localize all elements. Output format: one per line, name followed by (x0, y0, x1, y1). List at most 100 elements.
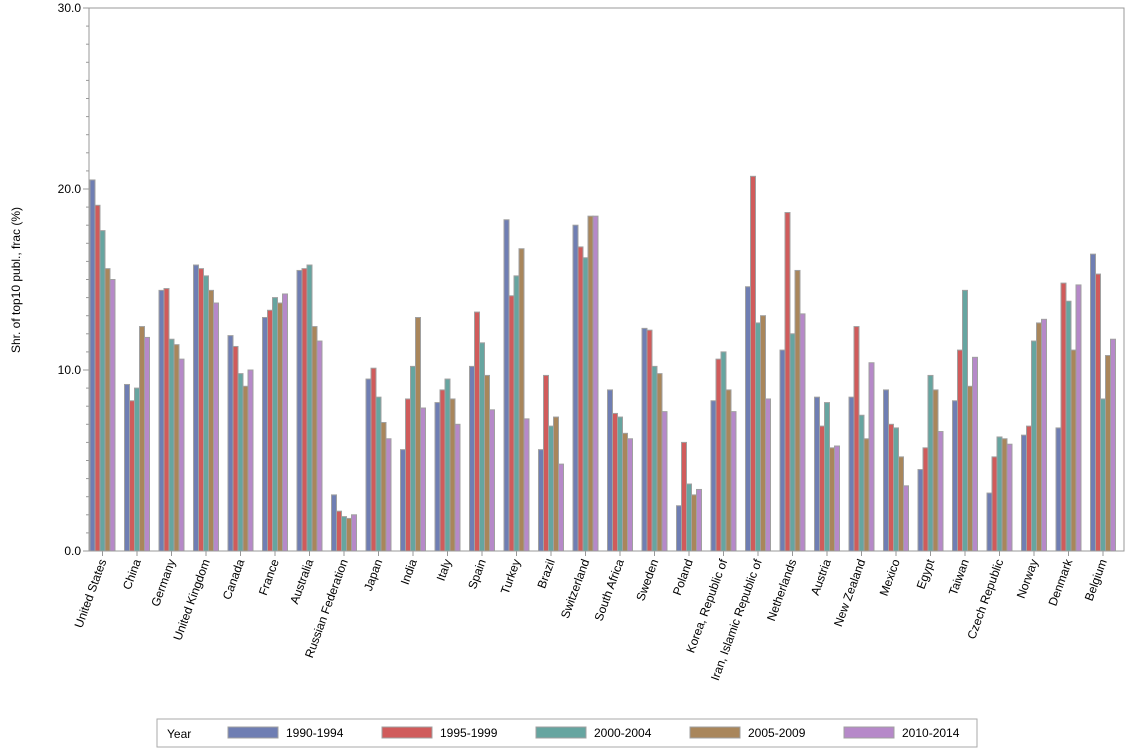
bar-2000-2004-norway (1031, 340, 1037, 552)
bar-2010-2014-united-kingdom (213, 302, 219, 552)
bar-2005-2009-poland (691, 494, 697, 552)
bar-2005-2009-japan (380, 421, 387, 552)
legend-title: Year (167, 727, 191, 741)
x-tick-label: Norway (1014, 557, 1041, 600)
bar-2005-2009-australia (311, 326, 318, 552)
bar-1995-1999-turkey (508, 295, 515, 552)
bar-2005-2009-switzerland (587, 215, 594, 552)
bar-1990-1994-india (400, 449, 406, 552)
bar-1995-1999-germany (163, 288, 170, 552)
bar-2010-2014-germany (178, 358, 185, 552)
bar-1995-1999-switzerland (577, 246, 584, 552)
bar-2000-2004-sweden (651, 365, 658, 552)
legend-label: 2005-2009 (748, 726, 806, 740)
bar-2000-2004-taiwan (962, 289, 968, 552)
bar-1990-1994-spain (469, 365, 475, 552)
legend-label: 2000-2004 (594, 726, 652, 740)
bar-2010-2014-taiwan (972, 356, 978, 552)
bar-2010-2014-czech-republic (1006, 443, 1013, 552)
bar-2010-2014-norway (1041, 318, 1047, 552)
bar-2000-2004-germany (168, 338, 175, 552)
bar-2010-2014-korea-republic-of (730, 411, 737, 552)
legend-swatch (535, 726, 587, 739)
bar-2000-2004-switzerland (582, 257, 589, 552)
bar-2005-2009-belgium (1105, 355, 1111, 552)
bar-2005-2009-china (139, 326, 145, 552)
bar-1990-1994-poland (676, 505, 682, 552)
x-tick-label: Switzerland (558, 557, 592, 620)
bar-1995-1999-south-africa (612, 412, 618, 552)
bar-2000-2004-australia (306, 264, 313, 552)
bar-1990-1994-germany (158, 289, 165, 552)
bar-1990-1994-australia (296, 269, 303, 552)
bar-1990-1994-norway (1021, 434, 1027, 552)
bar-2010-2014-italy (454, 423, 461, 552)
x-tick-label: Spain (465, 557, 489, 591)
bar-2000-2004-japan (375, 396, 382, 552)
bar-2010-2014-sweden (661, 411, 668, 552)
bar-2000-2004-south-africa (617, 416, 623, 552)
bar-1990-1994-turkey (503, 219, 510, 552)
x-tick-label: United Kingdom (170, 557, 212, 642)
y-tick-label: 30.0 (58, 1, 82, 15)
bar-2005-2009-new-zealand (863, 438, 870, 552)
bar-1990-1994-switzerland (572, 224, 579, 552)
y-axis-label: Shr. of top10 publ., frac (%) (9, 207, 23, 353)
y-tick-label: 10.0 (58, 363, 82, 377)
bar-1995-1999-spain (474, 311, 480, 552)
bar-1990-1994-united-states (89, 179, 96, 552)
bar-1990-1994-canada (227, 335, 234, 552)
bar-2005-2009-united-states (104, 268, 111, 552)
bar-2005-2009-netherlands (794, 269, 801, 552)
bar-2005-2009-germany (173, 344, 180, 552)
bar-2005-2009-norway (1036, 322, 1042, 552)
x-tick-label: China (120, 557, 144, 592)
x-tick-label: Taiwan (946, 557, 972, 597)
x-tick-label: South Africa (592, 557, 627, 623)
bar-2000-2004-mexico (893, 427, 899, 552)
x-tick-label: New Zealand (831, 557, 868, 628)
bar-2010-2014-egypt (937, 431, 944, 552)
bar-1995-1999-poland (681, 441, 687, 552)
legend-swatch (689, 726, 741, 739)
bar-2010-2014-south-africa (627, 438, 633, 552)
x-tick-label: Mexico (877, 557, 903, 598)
bar-2005-2009-turkey (518, 248, 525, 552)
bar-2000-2004-netherlands (789, 333, 796, 552)
x-tick-label: Denmark (1046, 556, 1076, 607)
bar-2010-2014-netherlands (799, 313, 806, 552)
bar-2010-2014-switzerland (592, 215, 599, 552)
bar-2010-2014-united-states (109, 279, 116, 552)
legend-swatch (843, 726, 895, 739)
bar-2005-2009-korea-republic-of (725, 389, 732, 552)
bar-1990-1994-south-africa (607, 389, 613, 552)
x-tick-label: Czech Republic (964, 557, 1006, 641)
bar-2010-2014-iran-islamic-republic-of (765, 398, 771, 552)
bar-2000-2004-brazil (548, 425, 554, 552)
bar-2010-2014-australia (316, 340, 323, 552)
bar-1990-1994-france (262, 317, 268, 552)
legend-label: 2010-2014 (902, 726, 960, 740)
x-tick-label: Turkey (498, 557, 524, 596)
bar-1990-1994-italy (434, 402, 441, 552)
x-tick-label: Belgium (1082, 557, 1110, 603)
x-tick-label: Austria (808, 557, 834, 597)
bar-2010-2014-mexico (903, 485, 909, 552)
bar-2010-2014-india (420, 407, 426, 552)
bar-2000-2004-iran-islamic-republic-of (755, 322, 761, 552)
legend: Year 1990-1994 1995-1999 2000-2004 2005-200… (156, 718, 978, 748)
x-tick-label: Germany (148, 557, 178, 608)
bar-1990-1994-brazil (538, 449, 544, 552)
bar-1990-1994-mexico (883, 389, 889, 552)
bar-1995-1999-austria (819, 425, 825, 552)
bar-1990-1994-new-zealand (848, 396, 855, 552)
bar-2000-2004-turkey (513, 275, 520, 552)
y-tick-label: 0.0 (64, 544, 81, 558)
bar-1995-1999-japan (370, 367, 377, 552)
bar-2000-2004-egypt (927, 374, 934, 552)
bar-2000-2004-austria (824, 402, 830, 552)
bar-1995-1999-taiwan (957, 349, 963, 552)
x-tick-label: Poland (670, 557, 696, 597)
legend-label: 1995-1999 (440, 726, 498, 740)
bar-1995-1999-china (129, 400, 135, 552)
